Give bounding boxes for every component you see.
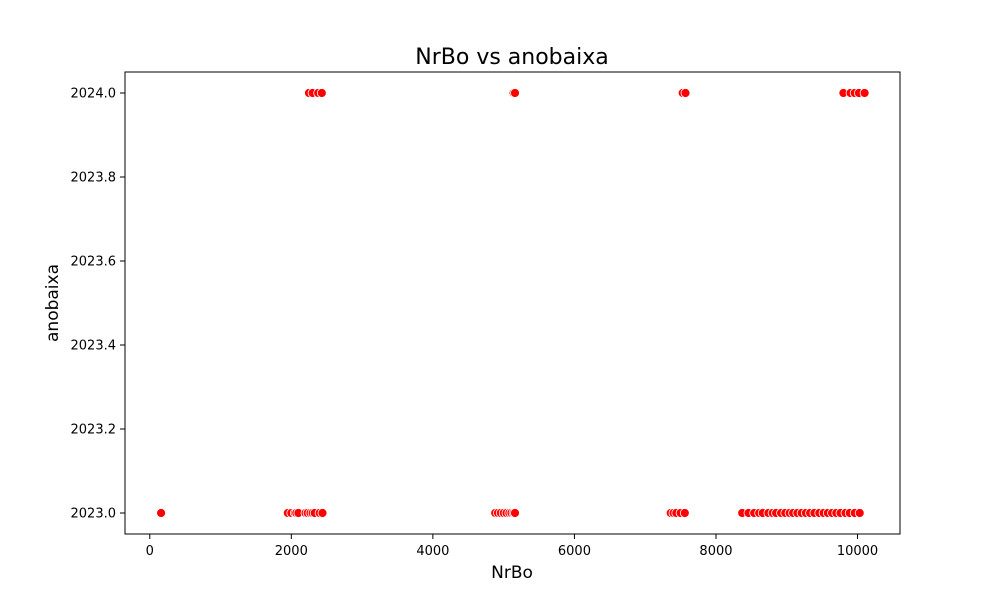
x-axis-title: NrBo bbox=[491, 563, 533, 583]
data-point bbox=[854, 508, 865, 518]
data-point bbox=[679, 508, 690, 518]
y-tick-label: 2023.2 bbox=[71, 423, 117, 438]
data-point bbox=[680, 88, 691, 98]
y-tick-label: 2024.0 bbox=[71, 87, 117, 102]
y-axis-title: anobaixa bbox=[43, 264, 63, 342]
data-point bbox=[859, 88, 870, 98]
data-point bbox=[510, 508, 520, 518]
data-point bbox=[156, 508, 167, 518]
chart-title: NrBo vs anobaixa bbox=[415, 45, 608, 70]
x-axis-ticks: 0 2000 4000 6000 8000 10000 bbox=[146, 534, 878, 559]
x-tick-label: 0 bbox=[146, 544, 154, 559]
data-points bbox=[156, 88, 870, 518]
y-tick-label: 2023.4 bbox=[71, 339, 117, 354]
plot-frame bbox=[124, 71, 901, 535]
data-point bbox=[317, 508, 328, 518]
y-tick-label: 2023.0 bbox=[71, 507, 117, 522]
x-tick-label: 2000 bbox=[275, 544, 308, 559]
x-tick-label: 8000 bbox=[699, 544, 732, 559]
y-tick-label: 2023.6 bbox=[71, 255, 117, 270]
data-point bbox=[510, 88, 520, 98]
y-tick-label: 2023.8 bbox=[71, 171, 117, 186]
y-axis-ticks: 2023.0 2023.2 2023.4 2023.6 2023.8 2024.0 bbox=[71, 87, 125, 522]
x-tick-label: 10000 bbox=[837, 544, 878, 559]
x-tick-label: 6000 bbox=[558, 544, 591, 559]
x-tick-label: 4000 bbox=[416, 544, 449, 559]
data-point bbox=[316, 88, 327, 98]
